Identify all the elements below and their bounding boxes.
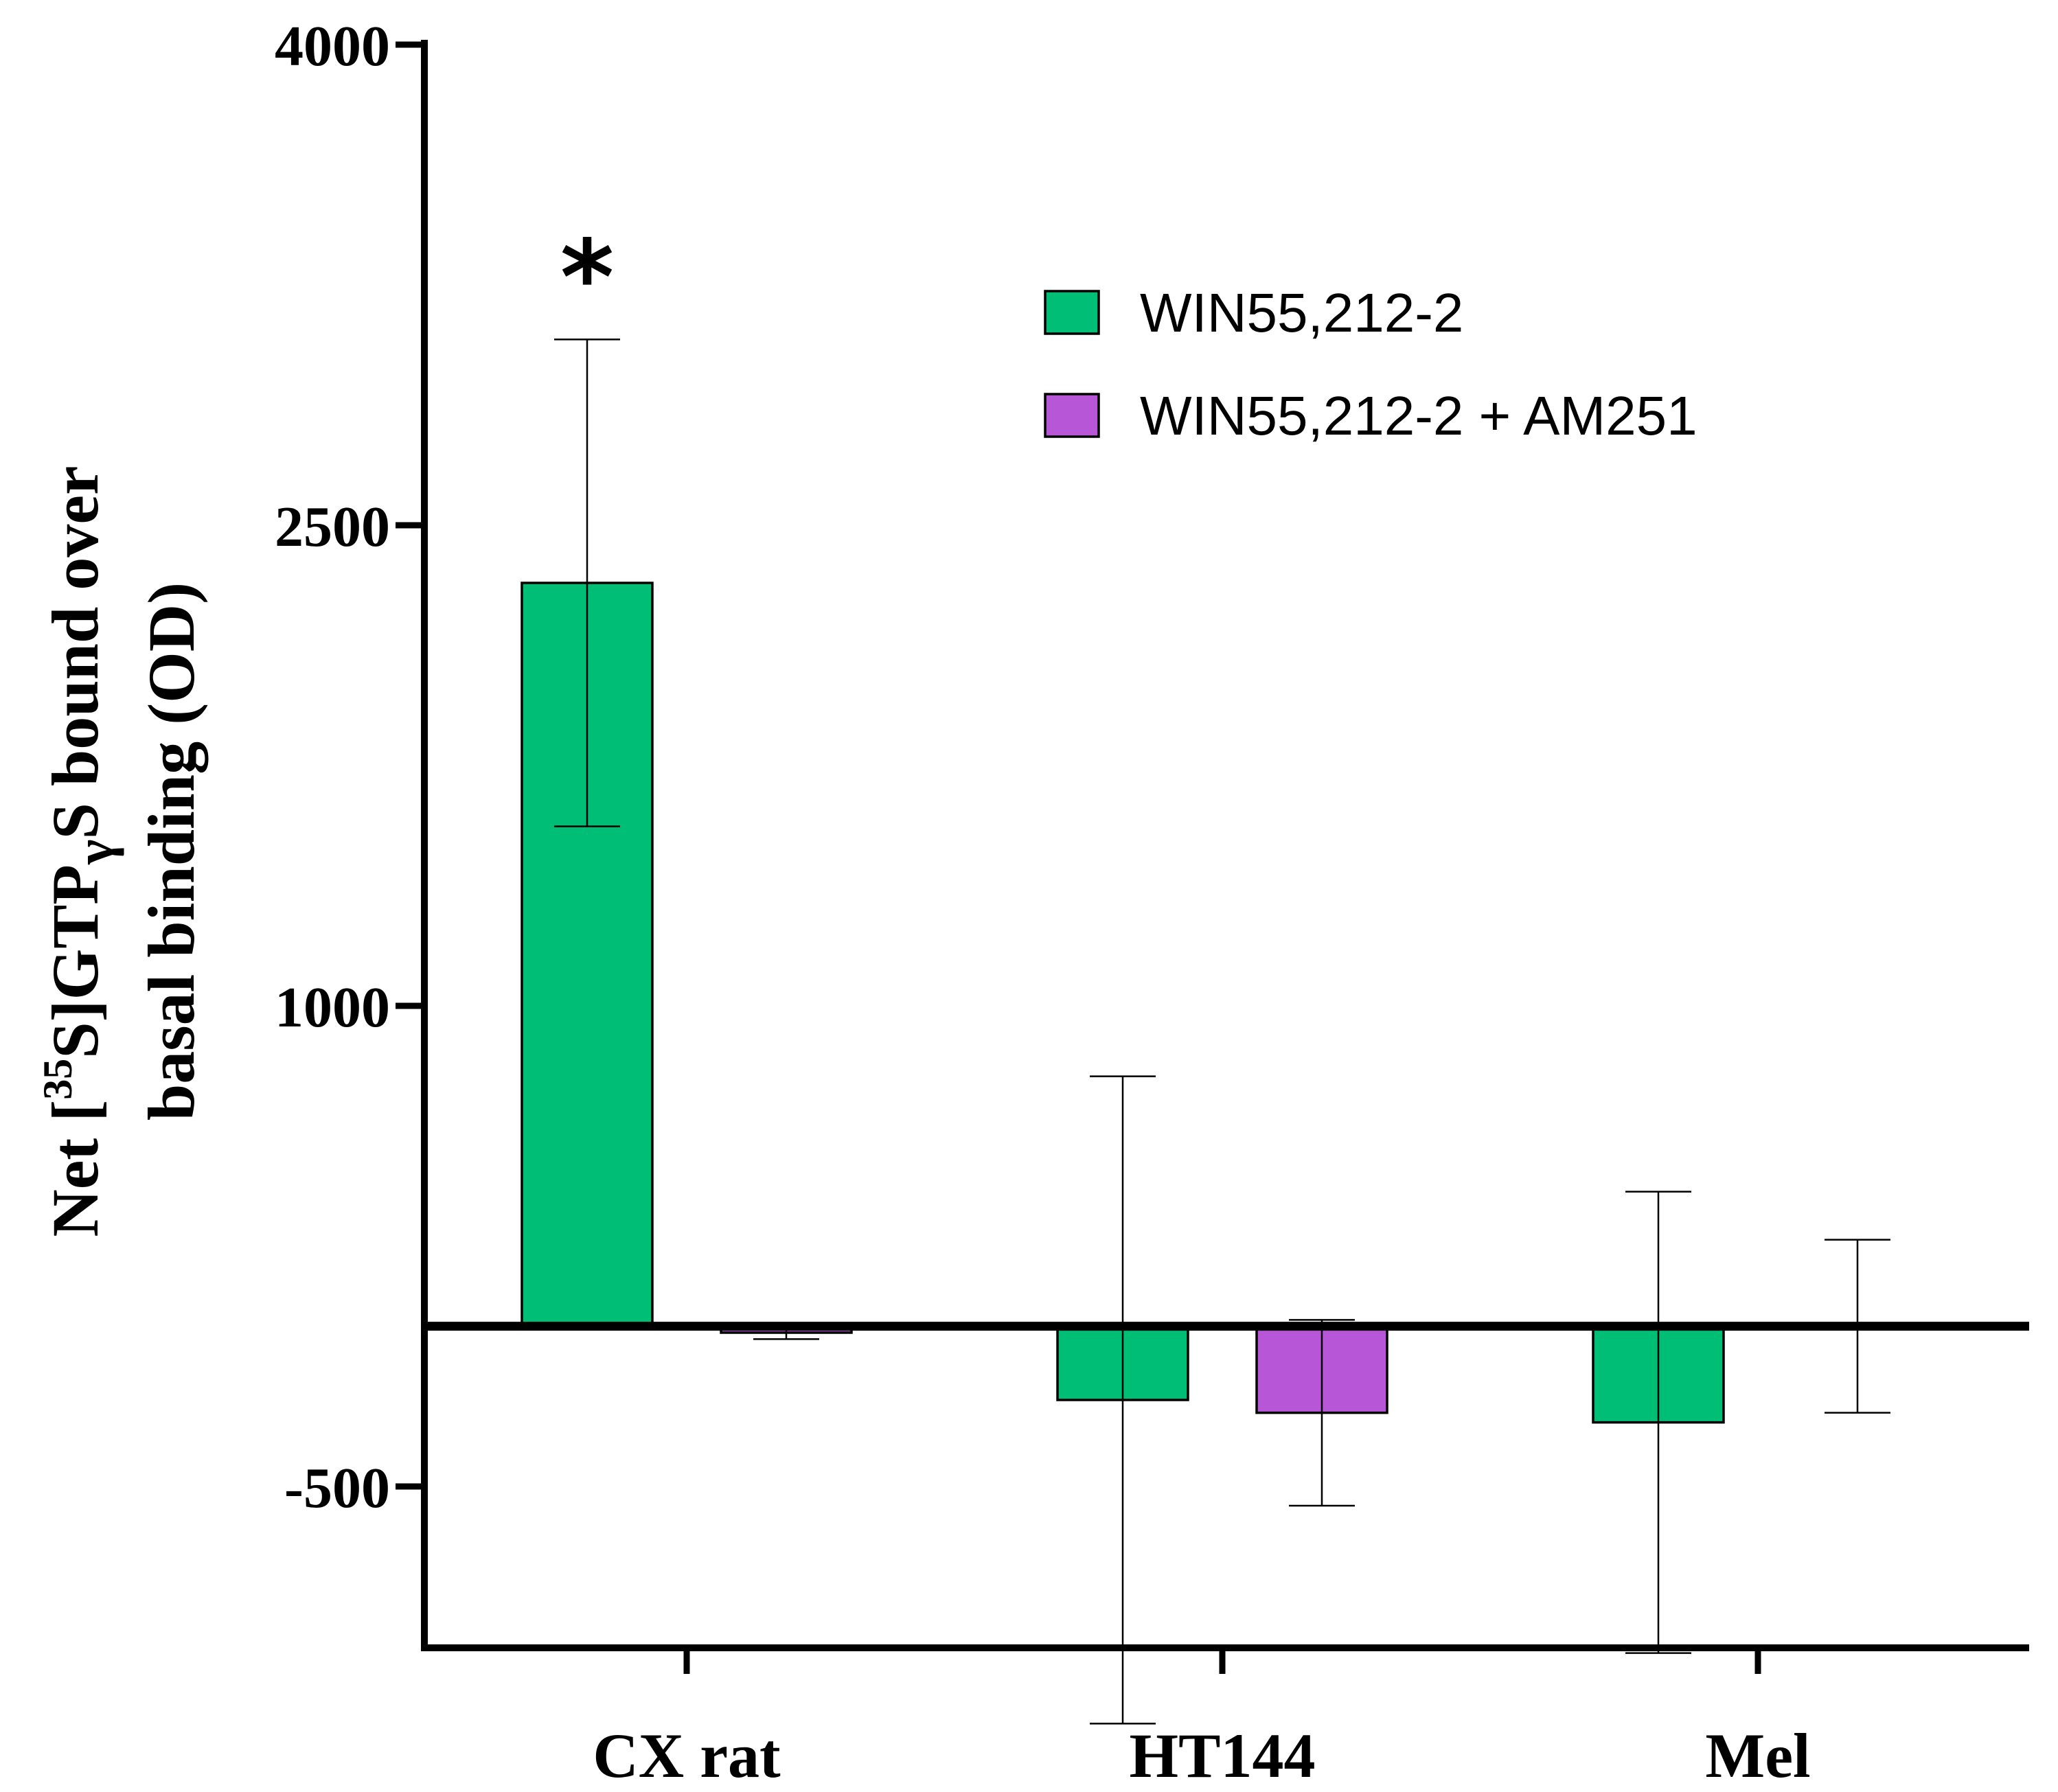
- y-axis-label-line-1: Net [35S]GTPγS bound over: [35, 466, 124, 1237]
- y-tick-label: 4000: [275, 14, 390, 78]
- annotations: *: [560, 218, 614, 338]
- bars: [521, 582, 1924, 1424]
- significance-marker: *: [560, 218, 614, 338]
- y-axis-label-line-2: basal binding (OD): [135, 582, 208, 1121]
- y-tick-label: 1000: [275, 976, 390, 1039]
- legend-label: WIN55,212-2: [1140, 282, 1463, 343]
- error-bars: [554, 338, 1890, 1725]
- legend: WIN55,212-2 WIN55,212-2 + AM251: [1044, 282, 1697, 446]
- legend-label: WIN55,212-2 + AM251: [1140, 385, 1697, 446]
- y-tick-label: 2500: [275, 495, 390, 559]
- legend-swatch: [1044, 290, 1100, 335]
- x-tick-label: CX rat: [593, 1721, 781, 1791]
- y-ticks: 4000 2500 1000 -500: [275, 14, 424, 1520]
- y-tick-label: -500: [284, 1456, 390, 1520]
- legend-swatch: [1044, 393, 1100, 438]
- x-ticks: CX rat HT144 Mel: [593, 1648, 1811, 1791]
- x-tick-label: HT144: [1130, 1721, 1316, 1791]
- x-tick-label: Mel: [1705, 1721, 1810, 1791]
- y-axis-label: Net [35S]GTPγS bound over basal binding …: [35, 466, 208, 1237]
